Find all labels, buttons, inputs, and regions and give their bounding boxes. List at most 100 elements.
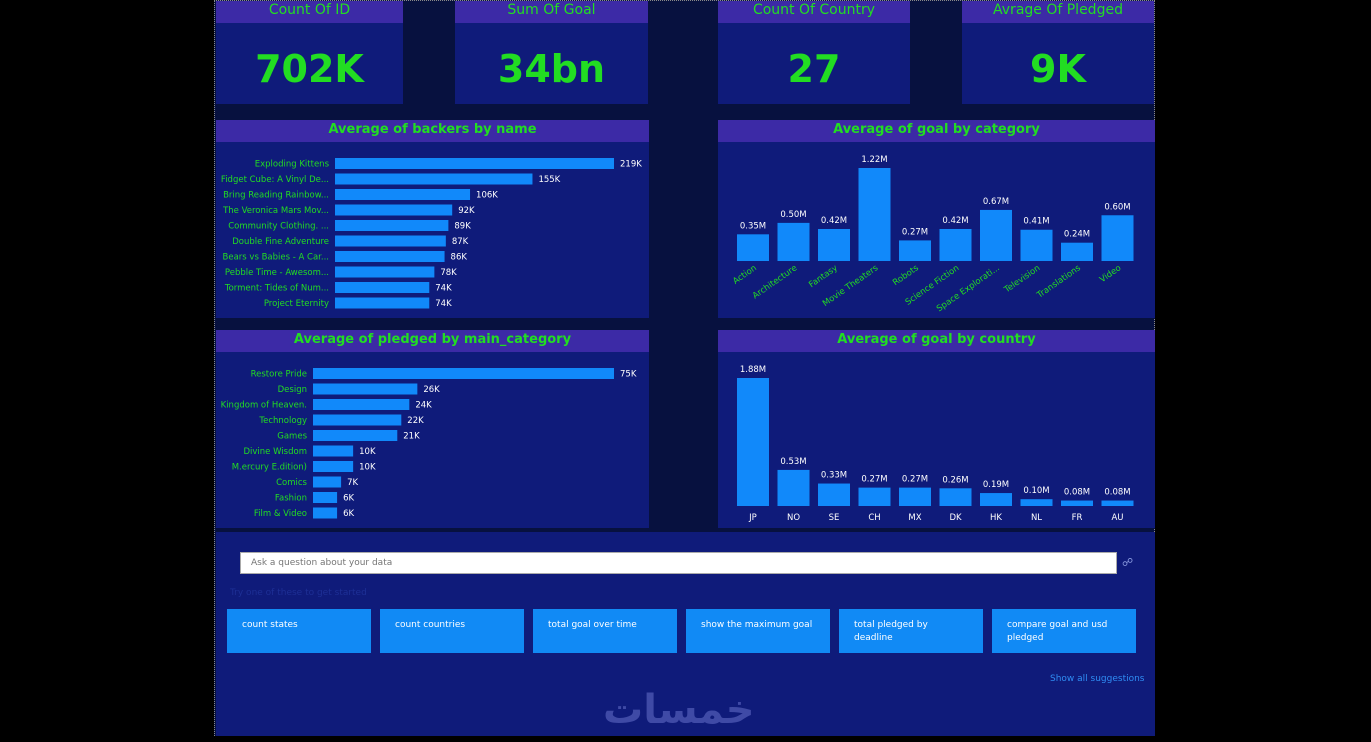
bar [939, 488, 972, 506]
bar [737, 378, 769, 506]
data-label: 89K [454, 222, 471, 232]
bar [1101, 215, 1134, 261]
report-canvas: Count Of ID 702K Sum Of Goal 34bn Count … [214, 0, 1155, 736]
data-label: 155K [538, 175, 560, 185]
bar [939, 228, 972, 261]
bar [335, 282, 430, 293]
bar [1101, 500, 1134, 506]
qa-visual: ☍ Try one of these to get started count … [216, 532, 1155, 736]
suggestion-count-countries[interactable]: count countries [380, 609, 524, 653]
category-label: Project Eternity [264, 299, 329, 309]
kpi-card-sum-goal[interactable]: Sum Of Goal 34bn [455, 1, 648, 104]
chart-goal-by-country-plot: 1.88M JP 0.53M NO 0.33M SE 0.27M CH 0.27M MX 0.26M… [737, 365, 1134, 523]
bar [818, 483, 850, 506]
category-label: CH [868, 513, 880, 523]
suggestion-total-pledged-by-deadline[interactable]: total pledged by deadline [839, 609, 983, 653]
data-label: 0.60M [1104, 202, 1130, 212]
qa-hint-text: Try one of these to get started [230, 588, 367, 598]
watermark-logo: خمسات [603, 687, 755, 733]
chart-goal-by-category[interactable]: Average of goal by category 0.35M Action 0… [718, 120, 1155, 318]
bar [777, 469, 810, 506]
data-label: 0.42M [942, 216, 968, 226]
data-label: 87K [452, 237, 469, 247]
data-label: 7K [347, 478, 358, 488]
chart-pledged-by-main-category[interactable]: Average of pledged by main_category Rest… [216, 330, 649, 528]
data-label: 21K [403, 432, 420, 442]
data-label: 26K [423, 385, 440, 395]
kpi-value: 702K [255, 47, 364, 91]
data-label: 0.19M [983, 480, 1009, 490]
kpi-card-count-id[interactable]: Count Of ID 702K [216, 1, 403, 104]
bar [1061, 500, 1093, 506]
category-label: NL [1031, 513, 1042, 523]
data-label: 24K [415, 401, 432, 411]
data-label: 0.08M [1064, 488, 1090, 498]
category-label: The Veronica Mars Mov... [222, 206, 329, 216]
data-label: 6K [343, 509, 354, 519]
data-label: 1.88M [740, 365, 766, 375]
kpi-value: 27 [787, 47, 841, 91]
bar [335, 158, 614, 169]
data-label: 0.41M [1023, 217, 1049, 227]
category-label: Comics [276, 478, 307, 488]
category-label: Torment: Tides of Num... [224, 284, 329, 294]
category-label: MX [908, 513, 921, 523]
data-label: 1.22M [861, 155, 887, 165]
bar [980, 493, 1012, 506]
suggestion-compare-goal-usd-pledged[interactable]: compare goal and usd pledged [992, 609, 1136, 653]
chart-title: Average of goal by category [718, 120, 1155, 142]
qa-question-input[interactable] [240, 552, 1117, 574]
chart-backers-by-name[interactable]: Average of backers by name Exploding Kit… [216, 120, 649, 318]
chart-title: Average of goal by country [718, 330, 1155, 352]
data-label: 0.67M [983, 197, 1009, 207]
suggestion-count-states[interactable]: count states [227, 609, 371, 653]
kpi-label: Avrage Of Pledged [962, 1, 1154, 23]
category-label: Bears vs Babies - A Car... [223, 253, 329, 263]
category-label: Architecture [751, 263, 799, 301]
kpi-card-count-country[interactable]: Count Of Country 27 [718, 1, 910, 104]
category-label: Robots [891, 263, 921, 288]
show-all-suggestions-link[interactable]: Show all suggestions [1050, 674, 1145, 684]
suggestion-total-goal-over-time[interactable]: total goal over time [533, 609, 677, 653]
data-label: 22K [407, 416, 424, 426]
share-icon[interactable]: ☍ [1122, 556, 1134, 569]
category-label: Kingdom of Heaven. [221, 401, 307, 411]
data-label: 0.27M [902, 475, 928, 485]
kpi-card-average-pledged[interactable]: Avrage Of Pledged 9K [962, 1, 1154, 104]
data-label: 74K [435, 299, 452, 309]
category-label: Community Clothing. ... [228, 222, 329, 232]
category-label: Double Fine Adventure [232, 237, 329, 247]
bar [313, 430, 398, 441]
chart-goal-by-country[interactable]: Average of goal by country 1.88M JP 0.53M N… [718, 330, 1155, 528]
category-label: Design [278, 385, 307, 395]
bar [335, 235, 446, 247]
data-label: 0.53M [780, 457, 806, 467]
bar [777, 222, 810, 261]
data-label: 75K [620, 370, 637, 380]
data-label: 74K [435, 284, 452, 294]
bar [899, 240, 931, 261]
data-label: 10K [359, 463, 376, 473]
chart-goal-by-category-plot: 0.35M Action 0.50M Architecture 0.42M Fantasy… [731, 155, 1134, 314]
category-label: Action [731, 263, 759, 286]
bar [335, 220, 449, 231]
bar [335, 251, 445, 262]
category-label: JP [748, 513, 757, 523]
suggestion-show-maximum-goal[interactable]: show the maximum goal [686, 609, 830, 653]
data-label: 0.08M [1104, 488, 1130, 498]
category-label: Fidget Cube: A Vinyl De... [221, 175, 329, 185]
bar [1020, 499, 1053, 506]
bar [335, 189, 471, 200]
data-label: 0.50M [780, 210, 806, 220]
data-label: 0.27M [861, 475, 887, 485]
bar [1020, 229, 1053, 261]
data-label: 0.33M [821, 471, 847, 481]
data-label: 86K [451, 253, 468, 263]
data-label: 10K [359, 447, 376, 457]
category-label: Bring Reading Rainbow... [223, 191, 329, 201]
chart-title: Average of pledged by main_category [216, 330, 649, 352]
bar [335, 266, 435, 278]
category-label: Pebble Time - Awesom... [225, 268, 329, 278]
category-label: Games [277, 432, 307, 442]
category-label: HK [990, 513, 1002, 523]
